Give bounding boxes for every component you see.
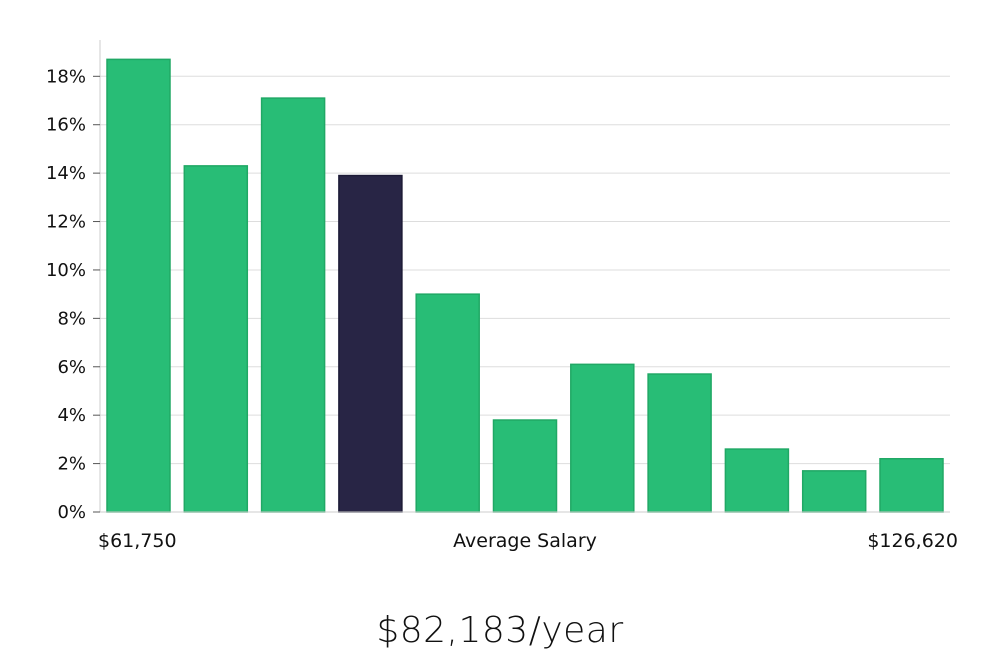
salary-bar xyxy=(647,373,712,513)
salary-bar xyxy=(879,457,944,513)
x-axis-title: Average Salary xyxy=(453,530,597,552)
y-tick-label: 4% xyxy=(57,405,86,426)
bars xyxy=(106,58,944,513)
salary-bar xyxy=(801,470,867,513)
salary-bar xyxy=(106,58,171,513)
salary-bar xyxy=(492,419,558,513)
y-tick-label: 2% xyxy=(57,454,86,475)
salary-histogram-chart: 0% 2% 4% 6% 8% 10% 12% 14% 16% 18% $61,750 Averag… xyxy=(46,40,958,552)
y-tick-labels: 0% 2% 4% 6% 8% 10% 12% 14% 16% 18% xyxy=(46,66,100,523)
y-tick-label: 0% xyxy=(57,502,86,523)
y-tick-label: 8% xyxy=(57,308,86,329)
salary-bar xyxy=(260,97,326,513)
x-min-label: $61,750 xyxy=(98,530,177,552)
y-tick-label: 16% xyxy=(46,115,86,136)
y-tick-label: 18% xyxy=(46,66,86,87)
y-tick-label: 6% xyxy=(57,357,86,378)
y-tick-label: 14% xyxy=(46,163,86,184)
y-tick-label: 12% xyxy=(46,212,86,233)
x-max-label: $126,620 xyxy=(867,530,958,552)
axes xyxy=(99,40,950,513)
salary-bar xyxy=(570,363,635,513)
y-tick-label: 10% xyxy=(46,260,86,281)
salary-bar xyxy=(415,293,480,513)
highlighted-salary-bar xyxy=(338,174,403,513)
average-salary-headline: $82,183/year xyxy=(376,610,624,651)
salary-bar xyxy=(183,165,249,513)
salary-bar xyxy=(724,448,790,513)
